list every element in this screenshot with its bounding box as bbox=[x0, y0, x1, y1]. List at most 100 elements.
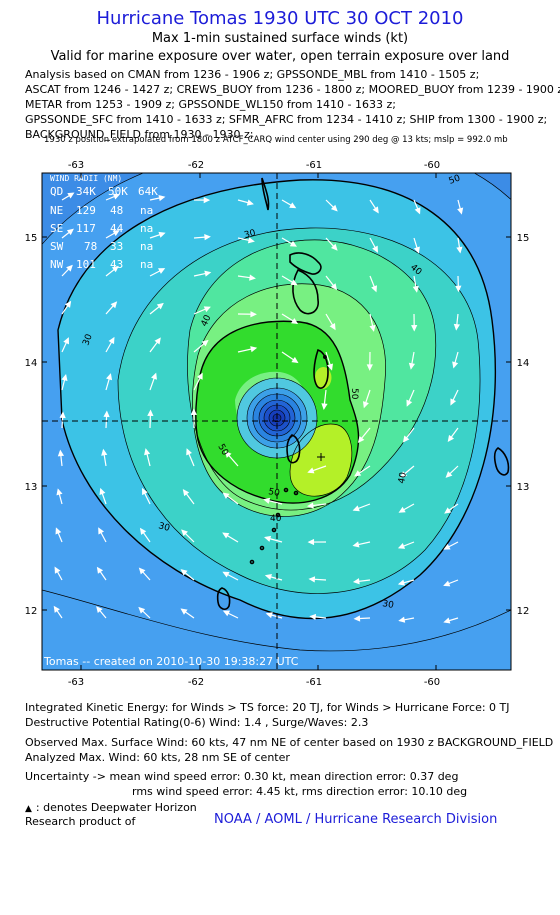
wind-radii-value: 129 bbox=[76, 204, 96, 217]
wind-arrow-head bbox=[66, 228, 74, 236]
contour-label: 30 bbox=[81, 333, 94, 347]
created-label: Tomas -- created on 2010-10-30 19:38:27 … bbox=[43, 655, 299, 668]
wind-arrow-head bbox=[180, 569, 188, 576]
map-title: Hurricane Tomas 1930 UTC 30 OCT 2010 bbox=[96, 8, 464, 29]
wind-arrow-head bbox=[156, 302, 164, 310]
contour-lines-minor bbox=[42, 173, 511, 652]
x-tick-bottom: -61 bbox=[306, 677, 322, 688]
wind-arrow-head bbox=[186, 448, 192, 456]
legend-text: : denotes Deepwater Horizon bbox=[35, 801, 197, 814]
wind-arrow-head bbox=[443, 580, 451, 587]
wind-arrow-head bbox=[366, 364, 373, 371]
noaa-link[interactable]: NOAA / AOML / Hurricane Research Divisio… bbox=[214, 812, 498, 827]
x-tick-top: -63 bbox=[68, 160, 84, 171]
wind-arrow-head bbox=[111, 265, 119, 273]
wind-arrow-head bbox=[371, 285, 378, 293]
wind-radii-value: 33 bbox=[110, 240, 123, 253]
contour-labels: 50 40 30 40 50 40 50 30 30 40 50 30 bbox=[81, 173, 462, 611]
wind-arrow-head bbox=[414, 207, 421, 215]
wind-arrow-head bbox=[96, 606, 103, 614]
wind-radii-50k: 50K bbox=[108, 185, 128, 198]
contour-label: 30 bbox=[157, 521, 171, 534]
wind-arrow-head bbox=[291, 317, 299, 325]
contour-label: 30 bbox=[243, 228, 257, 241]
wind-arrow-head bbox=[139, 527, 147, 535]
wind-arrow-head bbox=[265, 612, 273, 619]
wind-arrow-head bbox=[327, 363, 333, 371]
wind-field-map: 50 40 30 40 50 40 50 30 30 40 50 30 WIND… bbox=[25, 160, 530, 688]
wind-arrow-head bbox=[56, 488, 63, 496]
wind-arrow-head bbox=[250, 311, 257, 318]
wind-arrow-head bbox=[289, 240, 297, 247]
island-grenada bbox=[216, 587, 231, 611]
source-line-4: GPSSONDE_SFC from 1410 - 1633 z; SFMR_AF… bbox=[25, 113, 548, 126]
y-tick-right: 12 bbox=[517, 606, 530, 617]
extrapolation-note: 1930 z position extrapolated from 1800 z… bbox=[44, 135, 508, 145]
wind-arrow-head bbox=[289, 202, 297, 209]
wind-arrow-head bbox=[103, 410, 110, 418]
wind-arrow-head bbox=[55, 527, 62, 535]
island-barbados bbox=[493, 447, 510, 476]
wind-arrow-head bbox=[321, 403, 328, 410]
wind-arrow-head bbox=[158, 268, 166, 274]
observed-max-line: Observed Max. Surface Wind: 60 kts, 47 n… bbox=[25, 736, 554, 749]
contour-label: 50 bbox=[267, 487, 280, 499]
y-tick-right: 13 bbox=[517, 482, 530, 493]
wind-arrow-head bbox=[412, 285, 419, 293]
y-tick-right: 15 bbox=[517, 233, 530, 244]
wind-radii-64k: 64K bbox=[138, 185, 158, 198]
wind-radii-row-label: SW bbox=[50, 240, 64, 253]
wind-arrow-head bbox=[352, 505, 360, 512]
wind-arrow-head bbox=[112, 193, 121, 200]
wind-radii-value: 78 bbox=[84, 240, 97, 253]
contour-label: 30 bbox=[381, 599, 394, 611]
wind-arrow-head bbox=[352, 578, 360, 585]
wind-radii-qd: QD bbox=[50, 185, 63, 198]
wind-radii-value: 48 bbox=[110, 204, 123, 217]
wind-arrow-head bbox=[443, 617, 451, 624]
wind-arrow-head bbox=[308, 576, 316, 583]
map-frame bbox=[41, 172, 512, 671]
wind-arrow-head bbox=[142, 487, 148, 496]
wind-arrow-head bbox=[398, 616, 406, 623]
wind-arrow-head bbox=[362, 401, 369, 409]
triangle-icon: ▲ bbox=[25, 804, 32, 814]
islet-4 bbox=[249, 559, 255, 565]
x-tick-bottom: -60 bbox=[424, 677, 440, 688]
wind-arrow-head bbox=[372, 206, 379, 214]
legend-line: ▲: denotes Deepwater Horizon bbox=[25, 801, 197, 814]
wind-arrow-head bbox=[54, 566, 61, 574]
wind-arrow-head bbox=[222, 571, 230, 578]
wind-arrow-head bbox=[330, 204, 338, 212]
wind-arrow-head bbox=[397, 579, 405, 586]
wind-arrow-head bbox=[190, 408, 197, 415]
wind-radii-value: 117 bbox=[76, 222, 96, 235]
wind-arrow-head bbox=[180, 608, 188, 615]
ike-line: Integrated Kinetic Energy: for Winds > T… bbox=[25, 701, 510, 714]
y-tick-left: 12 bbox=[25, 606, 38, 617]
wind-arrow-head bbox=[456, 246, 463, 254]
wind-arrow-head bbox=[450, 398, 457, 406]
wind-radii-title: WIND RADII (NM) bbox=[50, 174, 122, 183]
wind-radii-row-label: NW bbox=[50, 258, 64, 271]
wind-arrow-head bbox=[329, 323, 336, 331]
island-martinique bbox=[292, 268, 319, 315]
wind-arrow-head bbox=[413, 246, 420, 254]
contour-label: 50 bbox=[448, 173, 462, 186]
wind-arrow-head bbox=[112, 230, 120, 237]
wind-arrow-head bbox=[196, 372, 203, 380]
wind-arrow-head bbox=[357, 435, 365, 444]
wind-radii-value: na bbox=[140, 222, 153, 235]
wind-contour-bands: 50 40 30 40 50 40 50 30 30 40 50 30 WIND… bbox=[42, 173, 511, 670]
coastlines bbox=[216, 177, 510, 611]
wind-arrow-head bbox=[67, 192, 75, 199]
wind-arrow-head bbox=[57, 449, 65, 457]
wind-radii-row-label: NE bbox=[50, 204, 63, 217]
wind-arrow-head bbox=[204, 270, 212, 277]
wind-arrow-head bbox=[369, 324, 376, 332]
max-wind-marker bbox=[317, 453, 325, 461]
wind-arrow-head bbox=[400, 471, 408, 478]
wind-arrow-head bbox=[309, 613, 317, 621]
wind-arrow-head bbox=[106, 373, 113, 381]
wind-radii-34k: 34K bbox=[76, 185, 96, 198]
